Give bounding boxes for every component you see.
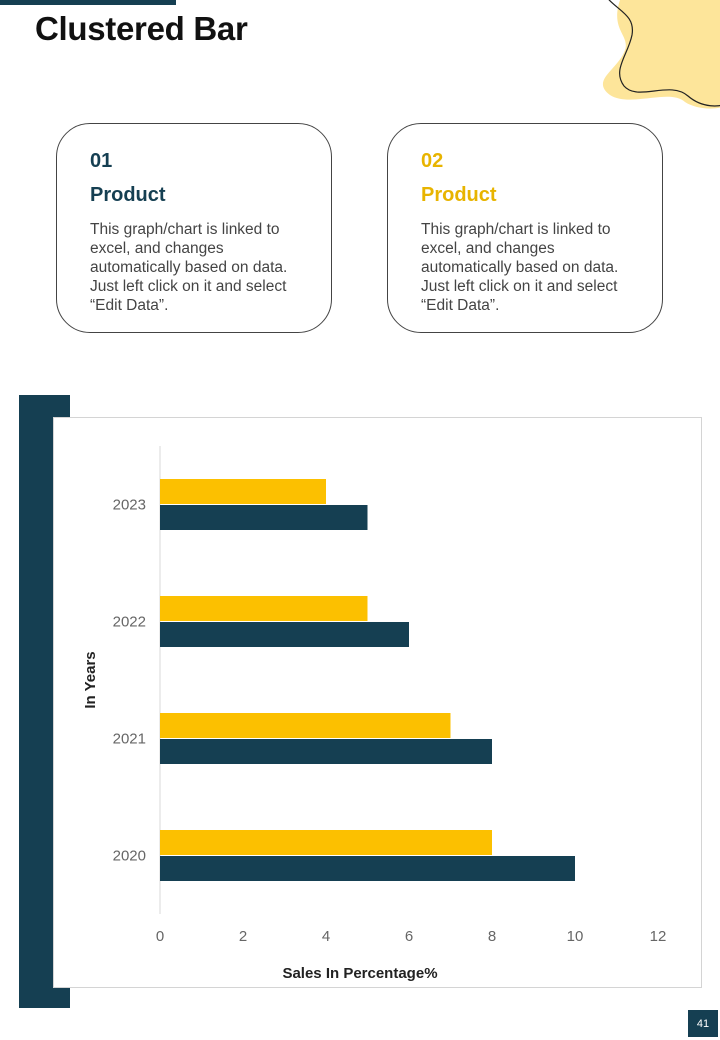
card-heading: Product [421, 184, 497, 206]
bar-series-1-2023 [160, 505, 368, 530]
card-number: 01 [90, 150, 113, 172]
card-description: This graph/chart is linked to excel, and… [421, 221, 619, 314]
y-tick-label: 2020 [113, 848, 146, 865]
bar-series-1-2020 [160, 856, 575, 881]
y-axis-title: In Years [82, 651, 99, 708]
page-number-badge: 41 [688, 1010, 718, 1037]
bar-series-2-2022 [160, 596, 368, 621]
x-tick-label: 0 [156, 928, 164, 945]
y-tick-label: 2021 [113, 731, 146, 748]
x-tick-label: 2 [239, 928, 247, 945]
y-tick-label: 2022 [113, 614, 146, 631]
clustered-bar-chart: 2020 2021 2022 2023 0 2 4 6 8 10 12 Sales In Percen… [82, 446, 667, 982]
card-number: 02 [421, 150, 444, 172]
card-heading: Product [90, 184, 166, 206]
x-tick-label: 8 [488, 928, 496, 945]
bar-series-2-2020 [160, 830, 492, 855]
x-tick-label: 4 [322, 928, 330, 945]
bar-series-2-2021 [160, 713, 451, 738]
x-tick-label: 6 [405, 928, 413, 945]
product-card-1: 01 Product This graph/chart is linked to… [56, 123, 332, 333]
chart-frame: 2020 2021 2022 2023 0 2 4 6 8 10 12 Sales In Percen… [53, 417, 702, 988]
bar-series-1-2022 [160, 622, 409, 647]
y-tick-label: 2023 [113, 497, 146, 514]
product-card-2: 02 Product This graph/chart is linked to… [387, 123, 663, 333]
decorative-blob [603, 0, 720, 109]
x-axis-title: Sales In Percentage% [282, 965, 437, 982]
top-accent-bar [0, 0, 176, 5]
page-title: Clustered Bar [35, 10, 248, 47]
card-description: This graph/chart is linked to excel, and… [90, 221, 288, 314]
x-tick-label: 10 [567, 928, 584, 945]
x-tick-label: 12 [650, 928, 667, 945]
bar-series-1-2021 [160, 739, 492, 764]
bar-series-2-2023 [160, 479, 326, 504]
